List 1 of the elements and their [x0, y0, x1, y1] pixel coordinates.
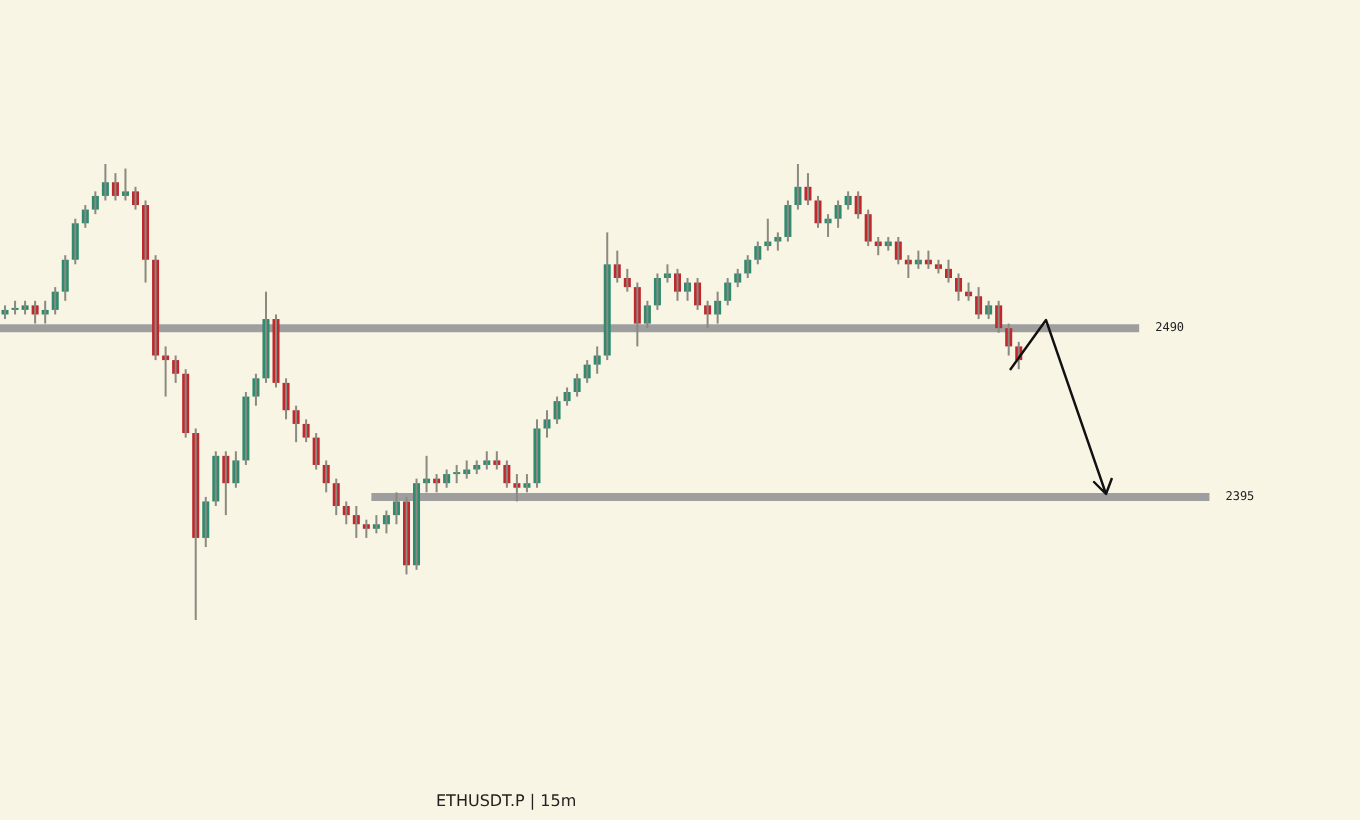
text: ETHUSDT.P | 15m	[436, 792, 577, 810]
